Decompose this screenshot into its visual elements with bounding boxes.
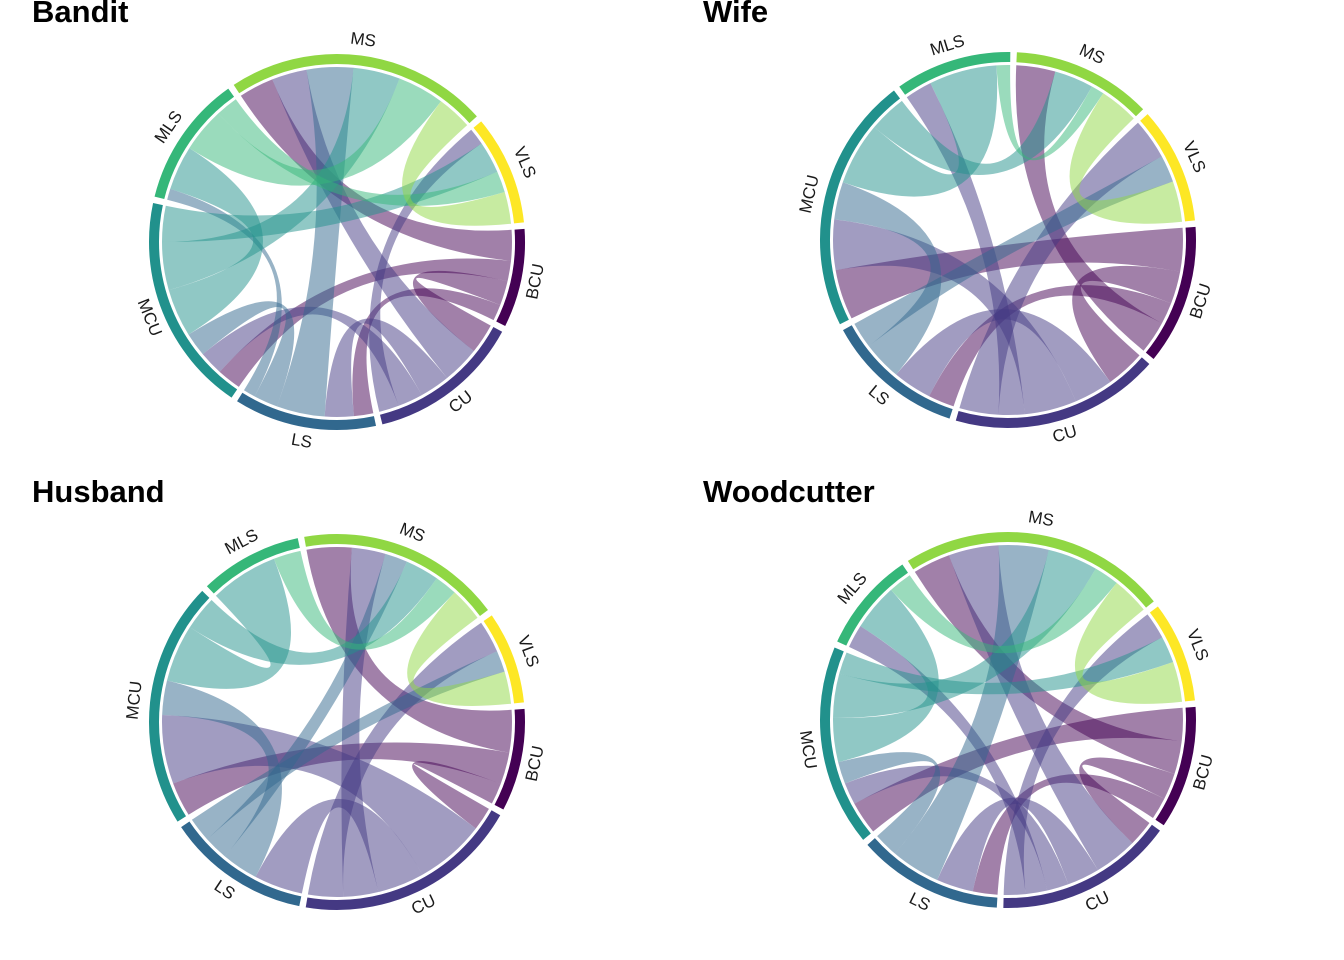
ribbon-mcu-ms — [874, 71, 1092, 175]
sector-ls — [181, 821, 302, 907]
ribbon-ls-mcu — [162, 680, 282, 877]
ribbon-bcu-ms — [914, 555, 1182, 774]
ribbon-mls-ms — [890, 568, 1117, 654]
sector-label-ls: LS — [906, 889, 933, 915]
sector-mls — [837, 564, 909, 646]
ribbon-ls-mcu — [834, 182, 942, 375]
sector-mcu — [820, 647, 871, 840]
ribbons — [161, 66, 512, 417]
ribbon-mls-ms — [273, 550, 455, 650]
ribbon-cu-vls — [1003, 614, 1163, 895]
sector-bcu — [1155, 706, 1196, 826]
ribbon-ms-vls — [1074, 582, 1183, 704]
sector-ms — [233, 54, 477, 124]
ribbon-cu-mls — [848, 626, 1048, 895]
sector-label-cu: CU — [1082, 887, 1112, 915]
ribbon-mcu-vls — [161, 143, 498, 243]
ribbon-cu-ls — [255, 798, 423, 894]
ribbon-cu-vls — [959, 122, 1162, 415]
sector-vls — [1140, 114, 1195, 222]
sector-vls — [473, 121, 524, 224]
ribbon-cu-vls — [307, 622, 498, 897]
sector-cu — [1003, 824, 1160, 908]
ribbon-ms-vls — [1069, 93, 1183, 224]
sector-label-mcu: MCU — [796, 729, 820, 770]
ribbon-mls-ms — [189, 78, 441, 186]
ribbon-cu-ms — [341, 547, 386, 897]
sector-ls — [867, 838, 998, 908]
sector-ls — [237, 392, 377, 430]
ribbons — [833, 65, 1184, 415]
ribbon-ms-vls — [402, 101, 512, 226]
ribbon-mcu-mls — [833, 589, 939, 763]
ribbon-ms-vls — [407, 592, 512, 706]
sector-mcu — [820, 90, 901, 325]
ribbon-bcu-cu — [1072, 265, 1181, 382]
panel-title: Husband — [32, 474, 165, 509]
ribbons — [162, 547, 512, 897]
ribbon-bcu-mcu — [835, 227, 1184, 319]
ribbon-cu-ls — [896, 309, 1111, 402]
ribbon-bcu-cu — [412, 761, 501, 829]
ribbon-mcu-ms — [189, 561, 437, 665]
sector-cu — [955, 357, 1150, 428]
sector-vls — [1149, 606, 1195, 702]
ribbon-ls-ms — [207, 553, 407, 857]
sector-bcu — [496, 228, 525, 326]
panel-title: Wife — [703, 0, 769, 29]
sector-mcu — [149, 203, 238, 398]
ribbon-bcu-ls — [929, 285, 1172, 407]
panel-title: Bandit — [32, 0, 129, 29]
sector-cu — [380, 327, 503, 425]
sector-label-mcu: MCU — [123, 680, 146, 721]
ribbon-cu-ls — [324, 318, 448, 417]
sector-mls — [154, 88, 235, 200]
ribbon-cu-mls — [906, 83, 1025, 415]
ribbon-bcu-ms — [1015, 65, 1162, 351]
ribbon-mcu-mls — [166, 558, 291, 689]
ribbon-bcu-mcu — [854, 707, 1183, 832]
ribbon-cu-mcu — [162, 714, 476, 875]
sector-label-ms: MS — [349, 29, 377, 51]
ribbon-bcu-ms — [240, 79, 512, 261]
sector-mcu — [149, 590, 210, 822]
ribbon-ls-mcu — [188, 301, 295, 407]
sector-mls — [206, 538, 300, 594]
sector-cu — [305, 810, 501, 910]
ribbon-mls-ms — [996, 65, 1104, 161]
sector-label-ms: MS — [1027, 507, 1055, 530]
ribbon-cu-ms — [948, 545, 1133, 871]
sector-label-bcu: BCU — [1189, 753, 1217, 793]
ribbon-mcu-vls — [839, 637, 1174, 695]
ribbons — [833, 544, 1183, 895]
sector-ms — [304, 534, 488, 616]
ribbon-cu-mcu — [833, 219, 1076, 415]
sector-mls — [899, 52, 1011, 95]
ribbon-mcu-ms — [162, 67, 400, 291]
sector-vls — [483, 615, 524, 704]
ribbon-mcu-mls — [168, 148, 263, 335]
panel-title: Woodcutter — [703, 474, 875, 509]
sector-ms — [1016, 52, 1144, 117]
ribbon-bcu-ls — [352, 288, 501, 417]
ribbon-cu-mcu — [202, 306, 422, 406]
sector-bcu — [1145, 226, 1196, 359]
ribbon-mls-vls — [218, 99, 505, 207]
sector-bcu — [494, 708, 525, 810]
ribbon-ls-mcu — [838, 752, 941, 854]
ribbon-bcu-cu — [412, 270, 508, 352]
sector-label-ls: LS — [290, 430, 314, 452]
sector-ms — [907, 532, 1154, 608]
sector-ls — [842, 325, 953, 419]
ribbon-bcu-cu — [1079, 757, 1175, 844]
sector-label-vls: VLS — [1183, 627, 1212, 664]
ribbon-mcu-mls — [842, 65, 998, 197]
ribbon-cu-ls — [937, 797, 1098, 892]
ribbon-ls-ms — [894, 544, 1049, 881]
